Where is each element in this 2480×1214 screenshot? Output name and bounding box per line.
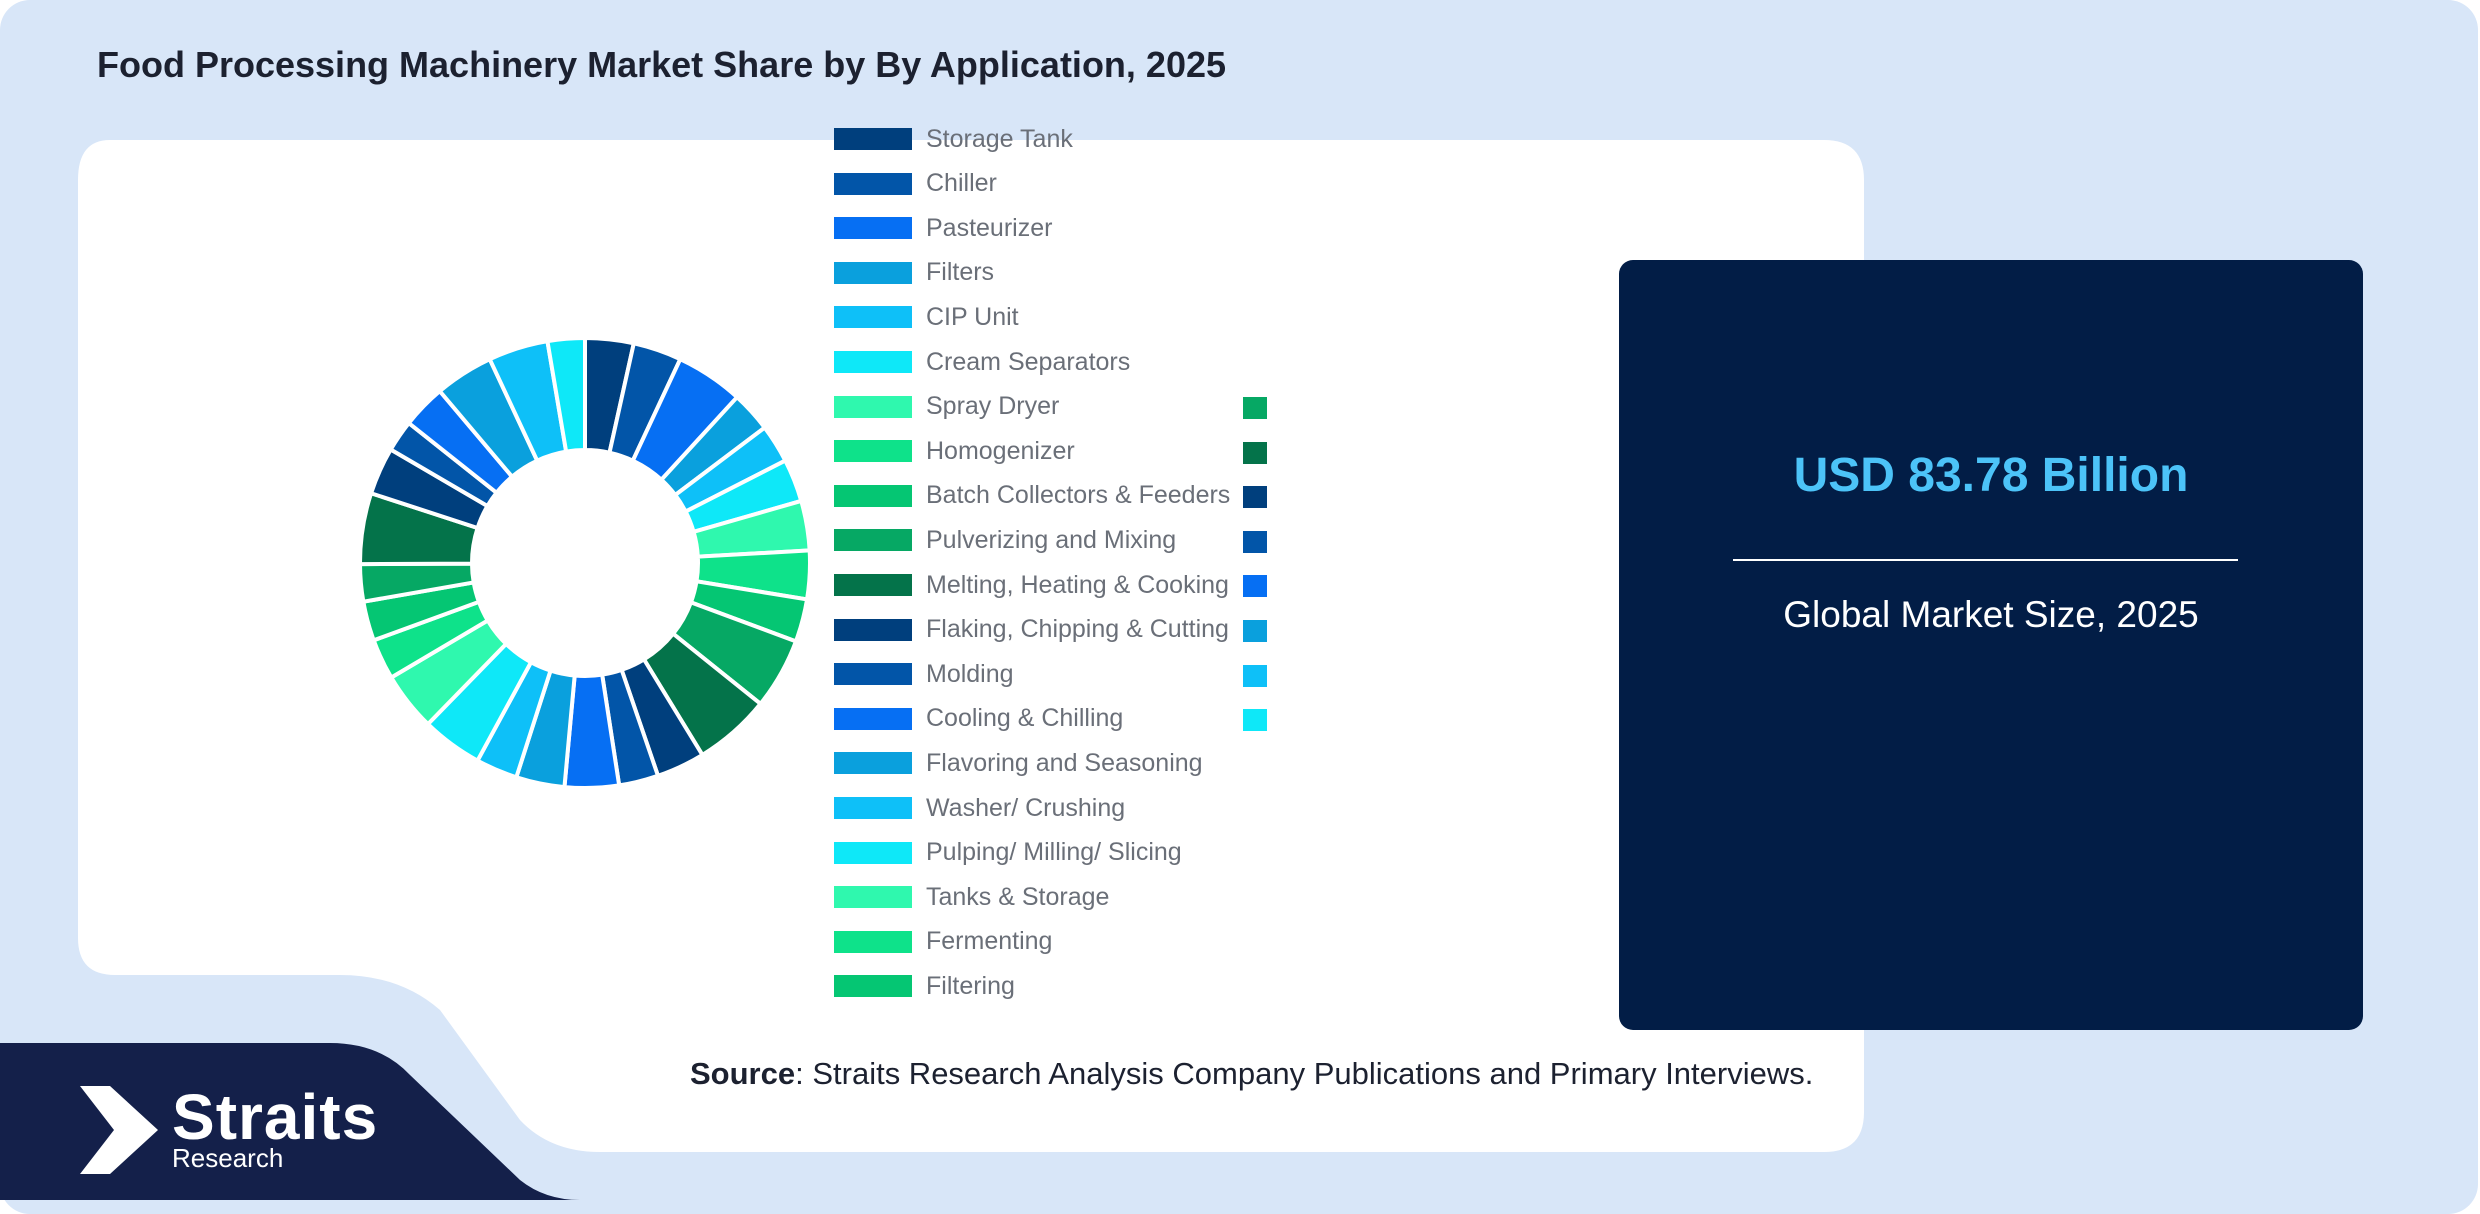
legend-item: Batch Collectors & Feeders [834,476,1230,516]
legend-label: Batch Collectors & Feeders [926,481,1231,510]
legend-item: Pasteurizer [834,208,1052,248]
legend-item: Homogenizer [834,431,1075,471]
legend-swatch [834,707,912,730]
legend-label: Cream Separators [926,347,1131,376]
page-title: Food Processing Machinery Market Share b… [97,44,1227,85]
legend-label: Flavoring and Seasoning [926,748,1203,777]
legend-item: Flavoring and Seasoning [834,743,1203,783]
legend-label: Tanks & Storage [926,882,1110,911]
legend-swatch [834,797,912,819]
market-size-caption: Global Market Size, 2025 [1783,594,2199,635]
legend-label: Melting, Heating & Cooking [926,570,1229,599]
legend-swatch [834,841,912,864]
source-label: Source [690,1056,796,1091]
legend-swatch-extra [1243,620,1267,642]
divider [1733,559,2238,561]
legend-swatch [834,752,912,775]
market-size-value: USD 83.78 Billion [1793,449,2189,502]
footer-band [0,1043,580,1200]
legend-swatch-extra [1243,575,1267,598]
legend-swatch [834,440,912,463]
legend-swatch [834,529,912,552]
legend-label: Washer/ Crushing [926,793,1126,822]
straits-logo-icon [80,1086,158,1174]
source-text: : Straits Research Analysis Company Publ… [795,1056,1814,1091]
legend-swatch [834,930,912,953]
legend-item: Chiller [834,164,997,204]
legend-label: Molding [926,659,1014,688]
legend-swatch-extra [1243,441,1267,464]
legend-swatch [834,975,912,998]
brand-subtitle: Research [172,1143,284,1173]
legend-swatch [834,663,912,686]
legend-swatch [834,217,912,240]
legend-label: Chiller [926,169,997,198]
source-note: Source: Straits Research Analysis Compan… [690,1056,1813,1092]
legend-swatch-extra [1243,486,1267,509]
legend-swatch [834,618,912,641]
legend-swatch [834,128,912,150]
legend-item: Cooling & Chilling [834,699,1123,739]
legend-label: Spray Dryer [926,392,1060,421]
legend-item: Filters [834,253,994,293]
brand-name: Straits [172,1081,379,1153]
legend-label: Pulverizing and Mixing [926,525,1177,554]
legend-swatch [834,351,912,373]
legend-item: Storage Tank [834,119,1073,159]
legend-item: CIP Unit [834,297,1019,337]
legend-swatch [834,886,912,909]
legend-item: Flaking, Chipping & Cutting [834,610,1229,650]
legend-item: Washer/ Crushing [834,788,1125,828]
legend-label: CIP Unit [926,302,1019,331]
legend-label: Pasteurizer [926,213,1053,242]
legend-swatch-extra [1243,397,1267,419]
legend-item: Filtering [834,966,1015,1006]
donut-slice [545,335,587,454]
legend-item: Molding [834,654,1014,694]
legend-swatch [834,484,912,507]
legend-item: Spray Dryer [834,387,1059,427]
legend-swatch [834,172,912,195]
legend-item: Cream Separators [834,342,1130,382]
legend-label: Homogenizer [926,436,1075,465]
legend-item: Melting, Heating & Cooking [834,565,1229,605]
legend-swatch [834,395,912,418]
legend-swatch [834,261,912,284]
legend-swatch-extra [1243,709,1267,732]
legend-swatch-extra [1243,530,1267,553]
legend-item: Pulping/ Milling/ Slicing [834,833,1182,873]
legend-label: Fermenting [926,927,1053,956]
legend-label: Storage Tank [926,124,1073,153]
legend-swatch-extra [1243,664,1267,687]
legend-label: Filtering [926,971,1015,1000]
legend-item: Fermenting [834,922,1052,962]
legend-label: Cooling & Chilling [926,704,1124,733]
legend-swatch [834,306,912,329]
market-size-card: USD 83.78 Billion Global Market Size, 20… [1619,260,2363,1030]
legend-item: Pulverizing and Mixing [834,520,1176,560]
legend-label: Flaking, Chipping & Cutting [926,615,1229,644]
legend-item: Tanks & Storage [834,877,1109,917]
legend-label: Filters [926,258,995,287]
legend-swatch [834,574,912,596]
legend-label: Pulping/ Milling/ Slicing [926,838,1182,867]
